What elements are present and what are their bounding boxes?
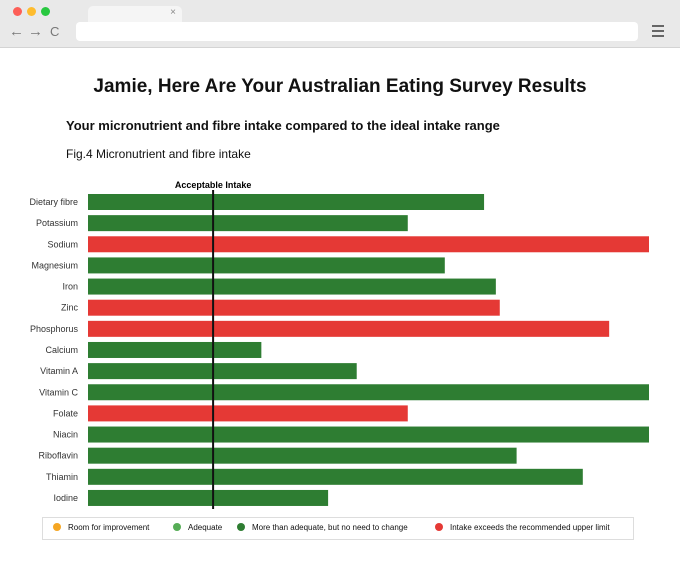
legend-dot-icon — [173, 523, 181, 531]
category-label: Folate — [53, 408, 78, 418]
category-label: Riboflavin — [38, 451, 78, 461]
bar-iodine — [88, 489, 329, 506]
legend-dot-icon — [53, 523, 61, 531]
legend-item-more_than_adequate: More than adequate, but no need to chang… — [237, 523, 408, 533]
maximize-window-dot[interactable] — [41, 7, 50, 16]
close-window-dot[interactable] — [13, 7, 22, 16]
legend-dot-icon — [435, 523, 443, 531]
category-label: Potassium — [36, 218, 78, 228]
figure-caption: Fig.4 Micronutrient and fibre intake — [66, 147, 251, 161]
category-label: Sodium — [47, 239, 78, 249]
bar-vitamin-a — [88, 363, 357, 380]
legend-label: Room for improvement — [68, 523, 150, 532]
category-label: Iodine — [53, 493, 78, 503]
intake-bar-chart: Dietary fibre Potassium Sodium Magnesium Iro… — [29, 180, 649, 509]
browser-chrome: × ← → C — [0, 0, 680, 48]
category-label: Calcium — [45, 345, 78, 355]
bar-folate — [88, 405, 408, 422]
legend-label: Intake exceeds the recommended upper lim… — [450, 523, 610, 532]
bar-iron — [88, 278, 496, 295]
bar-dietary-fibre — [88, 194, 485, 210]
minimize-window-dot[interactable] — [27, 7, 36, 16]
legend-item-adequate: Adequate — [173, 523, 222, 533]
bar-potassium — [88, 215, 408, 232]
category-label: Zinc — [61, 303, 79, 313]
bar-riboflavin — [88, 447, 517, 464]
bar-sodium — [88, 236, 649, 253]
category-label: Magnesium — [31, 260, 78, 270]
browser-tab[interactable]: × — [88, 6, 182, 22]
legend-label: Adequate — [188, 523, 223, 532]
forward-arrow-icon[interactable]: → — [28, 23, 43, 40]
page-title: Jamie, Here Are Your Australian Eating S… — [93, 76, 587, 97]
chart-legend: Room for improvement Adequate More than ad… — [42, 517, 634, 540]
category-label: Phosphorus — [30, 324, 79, 334]
category-label: Iron — [62, 282, 78, 292]
bar-calcium — [88, 341, 262, 358]
bar-vitamin-c — [88, 384, 649, 401]
page-subtitle: Your micronutrient and fibre intake comp… — [66, 118, 500, 133]
category-label: Dietary fibre — [29, 197, 78, 207]
bar-niacin — [88, 426, 649, 443]
bar-magnesium — [88, 257, 445, 274]
bar-thiamin — [88, 468, 583, 485]
category-label: Niacin — [53, 430, 78, 440]
legend-item-exceeds: Intake exceeds the recommended upper lim… — [435, 523, 610, 533]
acceptable-intake-label: Acceptable Intake — [175, 180, 252, 190]
legend-item-room: Room for improvement — [53, 523, 149, 533]
bar-phosphorus — [88, 320, 610, 337]
category-label: Thiamin — [46, 472, 78, 482]
tab-close-icon[interactable]: × — [170, 7, 176, 18]
legend-dot-icon — [237, 523, 245, 531]
address-bar[interactable] — [76, 22, 638, 41]
category-label: Vitamin A — [40, 366, 78, 376]
reload-icon[interactable]: C — [50, 24, 60, 39]
legend-label: More than adequate, but no need to chang… — [252, 523, 408, 532]
back-arrow-icon[interactable]: ← — [9, 23, 24, 40]
category-label: Vitamin C — [39, 387, 78, 397]
bar-zinc — [88, 299, 500, 316]
hamburger-menu-icon[interactable] — [652, 25, 664, 40]
